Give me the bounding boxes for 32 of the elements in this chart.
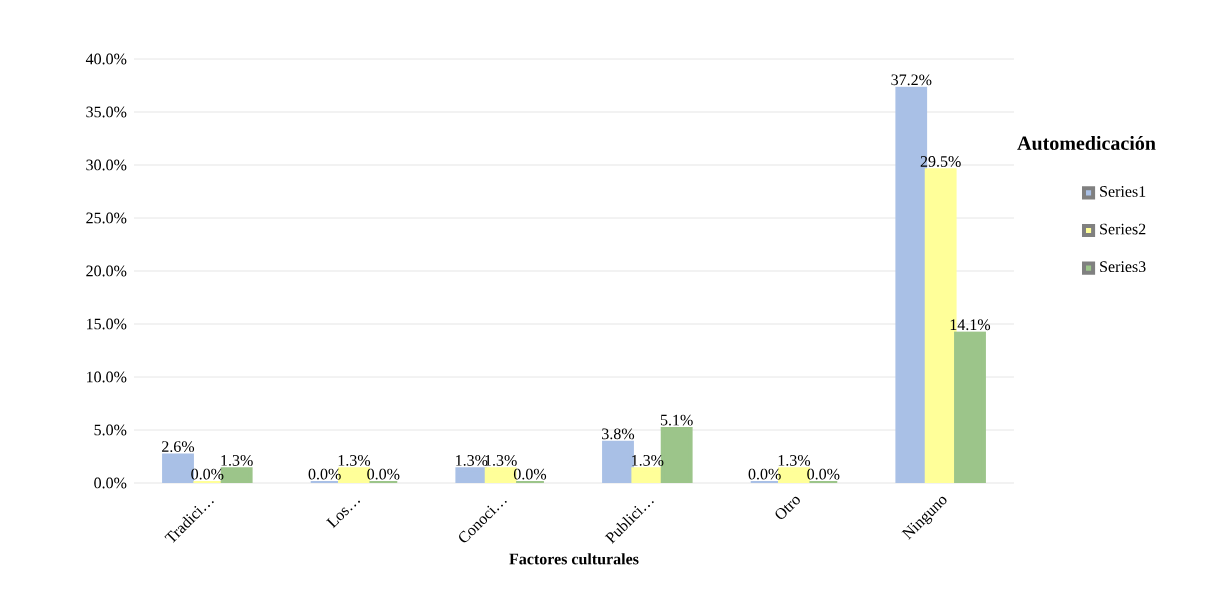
data-label: 0.0% (513, 468, 547, 480)
data-label: 14.1% (950, 319, 991, 331)
data-label: 29.5% (920, 156, 961, 167)
x-tick-label: Otro (775, 496, 800, 519)
data-label: 1.3% (221, 454, 253, 466)
y-tick-label: 20.0% (86, 265, 127, 277)
data-label: 0.0% (308, 468, 341, 480)
data-label: 2.6% (162, 441, 195, 453)
y-tick-label: 5.0% (94, 424, 127, 436)
data-label: 1.3% (632, 454, 664, 466)
legend-label: Series2 (1100, 223, 1146, 235)
y-tick-label: 35.0% (86, 106, 127, 118)
data-label: 1.3% (338, 454, 371, 466)
y-tick-label: 30.0% (86, 159, 127, 171)
data-label: 0.0% (807, 468, 840, 480)
data-label: 0.0% (191, 468, 224, 480)
y-tick-label: 15.0% (87, 318, 127, 330)
legend-title: Automedicación (1017, 135, 1156, 151)
y-tick-label: 40.0% (85, 53, 127, 65)
data-label: 0.0% (748, 468, 781, 480)
legend-label: Series3 (1100, 261, 1146, 273)
data-label: 1.3% (778, 454, 811, 466)
y-tick-label: 10.0% (87, 371, 127, 383)
data-label: 0.0% (367, 468, 400, 480)
x-tick-label: Los… (326, 500, 360, 529)
x-axis-title: Factores culturales (509, 553, 639, 565)
data-label: 3.8% (602, 428, 635, 440)
y-tick-label: 25.0% (86, 212, 127, 224)
y-tick-label: 0.0% (94, 477, 127, 489)
data-label: 37.2% (891, 74, 932, 86)
legend-label: Series1 (1100, 186, 1146, 197)
data-label: 5.1% (660, 414, 693, 426)
